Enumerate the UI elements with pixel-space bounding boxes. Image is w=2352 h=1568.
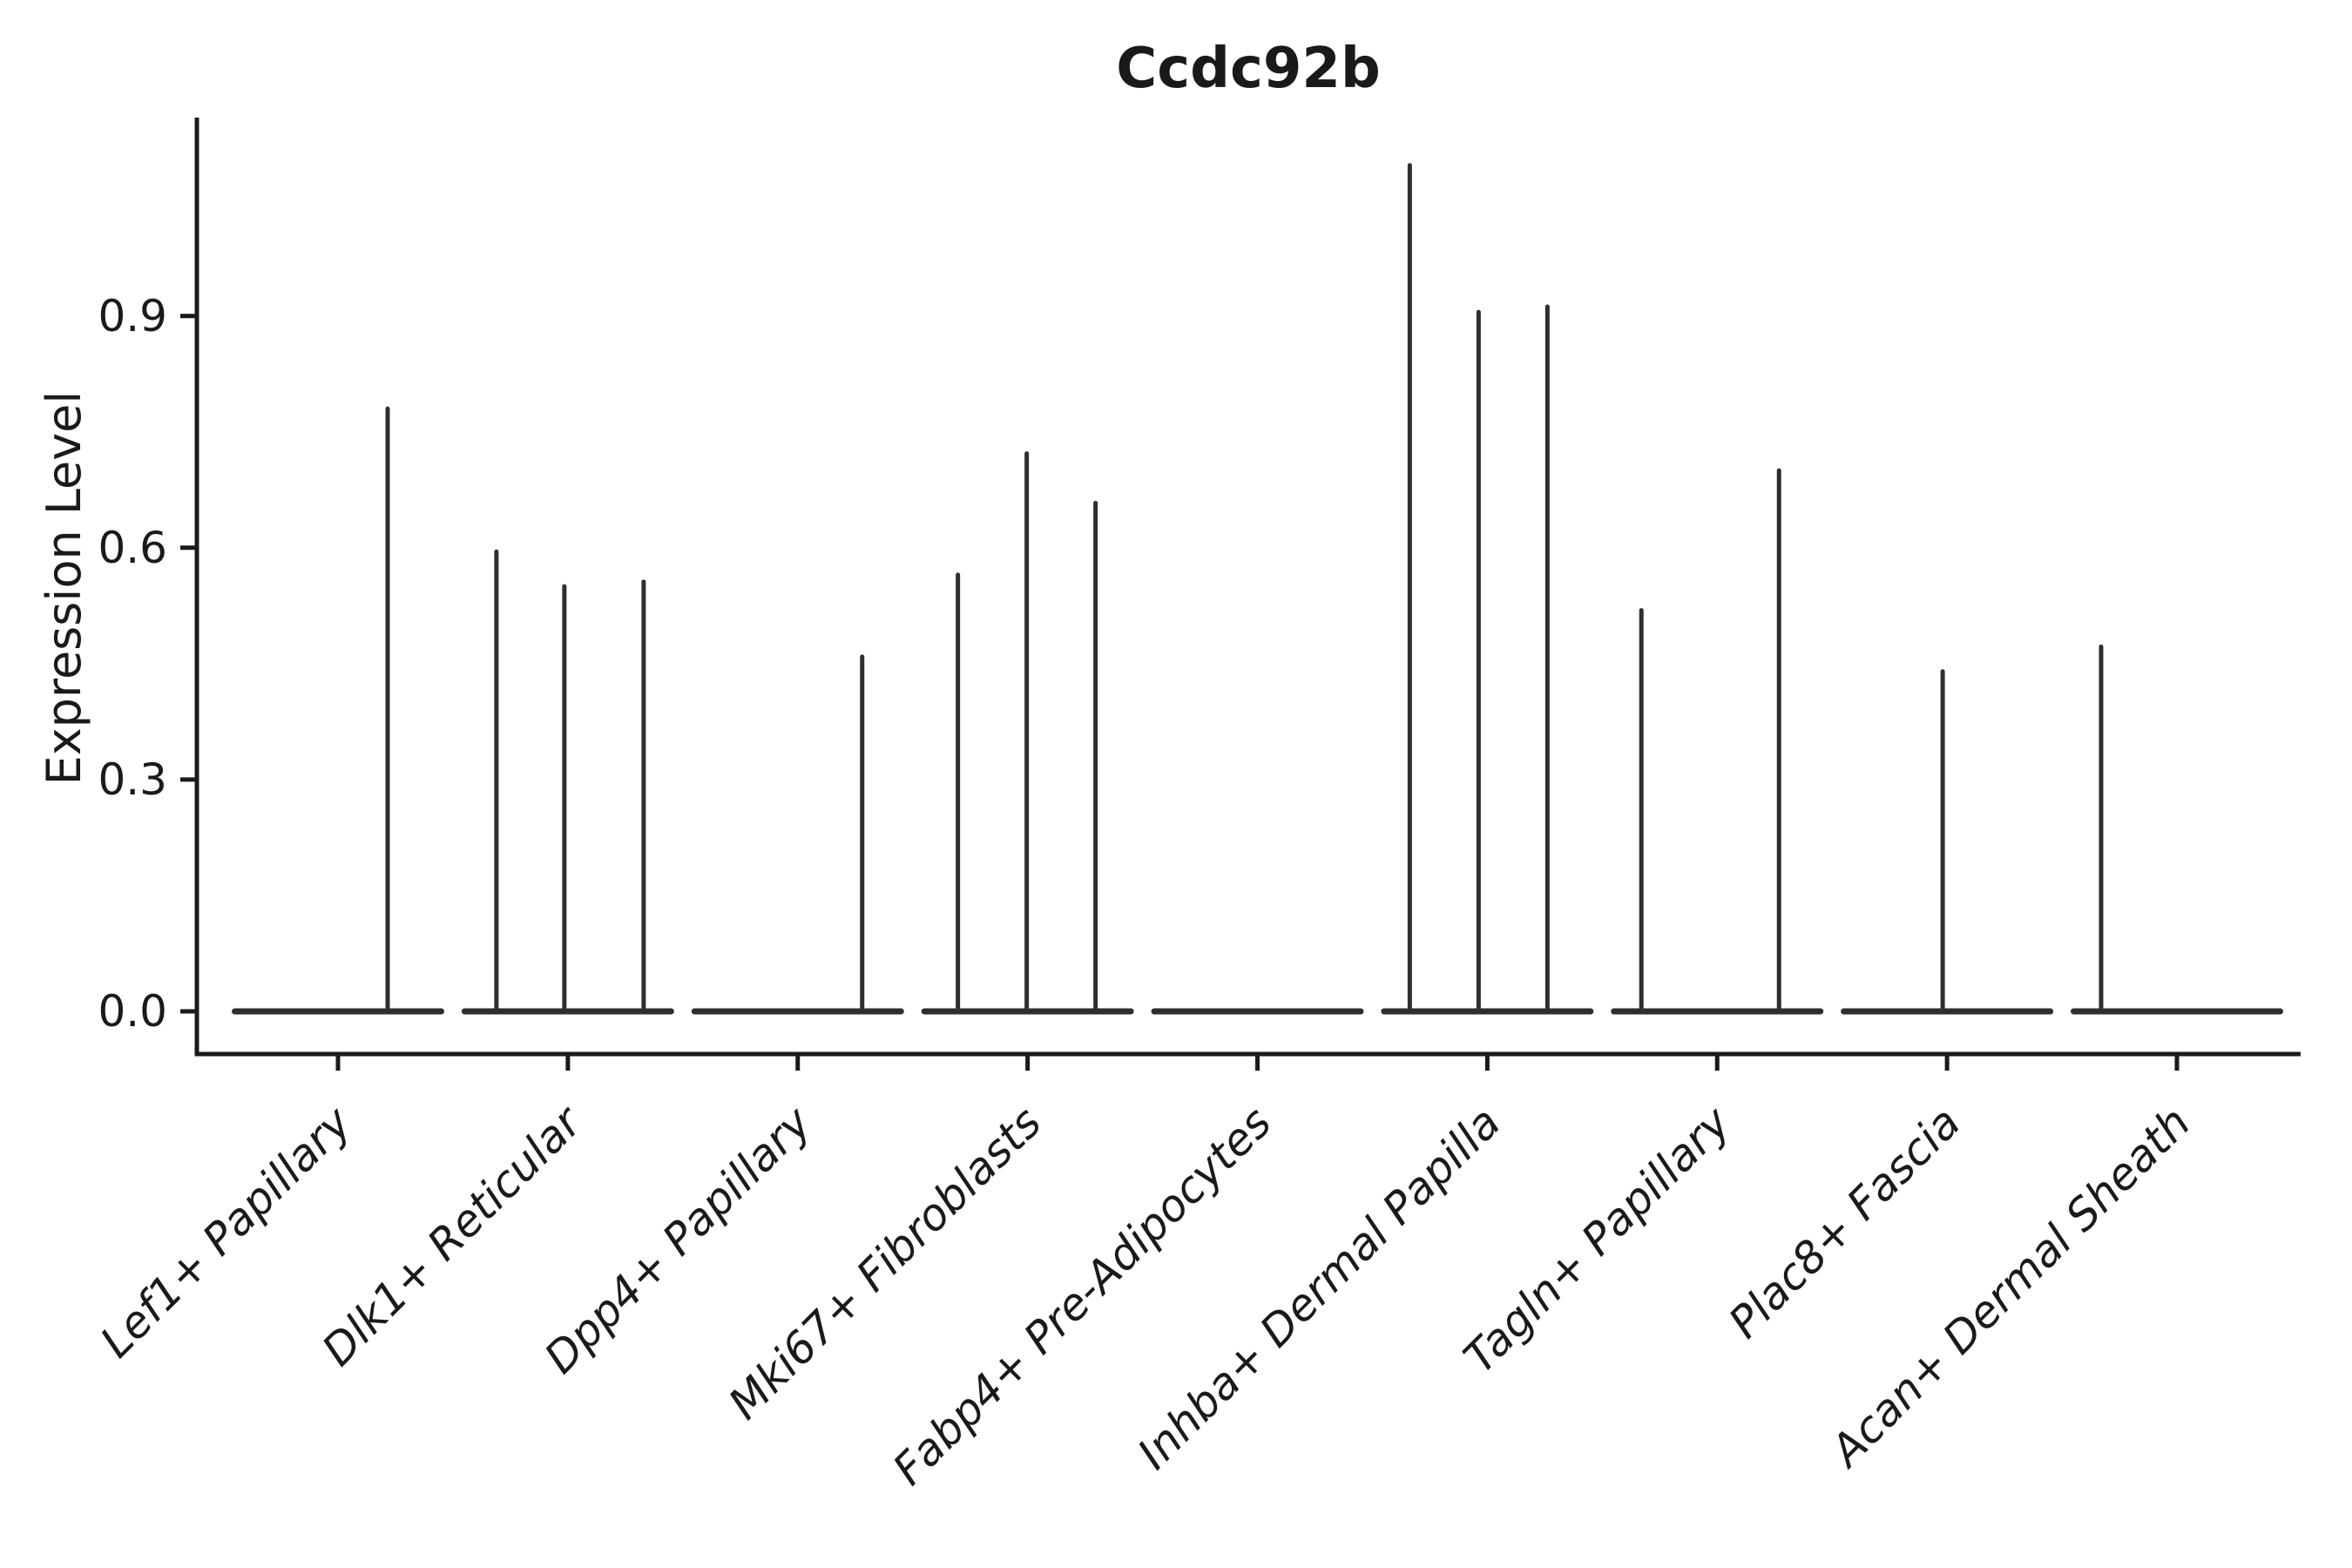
- xtick-label-lef1-papillary: Lef1+ Papillary: [91, 1096, 362, 1367]
- ytick-label-1: 0.3: [98, 754, 167, 805]
- ytick-label-2: 0.6: [98, 523, 167, 573]
- plot-title: Ccdc92b: [1116, 37, 1381, 101]
- violin-baseline: [1841, 1008, 2054, 1015]
- ytick-label-3: 0.9: [98, 291, 167, 341]
- violin-baseline: [1381, 1008, 1594, 1015]
- xtick-label-inhba-dermal-papilla: Inhba+ Dermal Papilla: [1128, 1097, 1510, 1478]
- violin-layer: [232, 163, 2283, 1015]
- violin-baseline: [461, 1008, 674, 1015]
- axes-layer: [180, 118, 2301, 1071]
- violin-baseline: [232, 1008, 444, 1015]
- y-axis-label: Expression Level: [37, 391, 91, 786]
- violin-baseline: [1611, 1008, 1824, 1015]
- xtick-label-fabp4-pre-adipocytes: Fabp4+ Pre-Adipocytes: [883, 1097, 1281, 1495]
- ytick-label-0: 0.0: [98, 986, 167, 1037]
- violin-baseline: [1151, 1008, 1364, 1015]
- violin-baseline: [691, 1008, 904, 1015]
- violin-baseline: [2071, 1008, 2283, 1015]
- xtick-label-plac8-fascia: Plac8+ Fascia: [1720, 1097, 1970, 1348]
